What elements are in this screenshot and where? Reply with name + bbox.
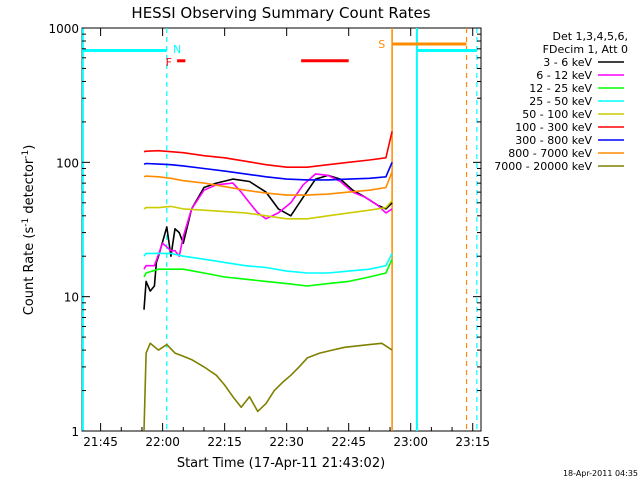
timestamp: 18-Apr-2011 04:35 (563, 469, 638, 478)
x-tick-label-5: 23:00 (393, 435, 428, 449)
series-line-7 (143, 171, 393, 196)
y-axis: 1 10 100 1000 (48, 22, 481, 439)
x-tick-label-4: 22:45 (331, 435, 366, 449)
y-tick-label-2: 100 (56, 156, 79, 170)
legend-label-4: 50 - 100 keV (522, 108, 592, 121)
y-axis-label: Count Rate (s-1 detector-1) (21, 145, 37, 316)
series-line-6 (143, 161, 393, 181)
y-tick-label-0: 1 (71, 425, 79, 439)
annotations: NF S (81, 28, 478, 431)
series-line-8 (143, 342, 393, 432)
y-tick-label-1: 10 (64, 291, 79, 305)
series-line-4 (143, 199, 393, 220)
x-tick-label-6: 23:15 (455, 435, 490, 449)
legend-label-0: 3 - 6 keV (543, 56, 592, 69)
series-line-1 (143, 173, 393, 270)
x-tick-label-2: 22:15 (207, 435, 242, 449)
x-axis: 21:45 22:00 22:15 22:30 22:45 23:00 23:15 (83, 28, 490, 449)
y-tick-label-3: 1000 (48, 22, 79, 36)
legend: Det 1,3,4,5,6,FDecim 1, Att 03 - 6 keV6 … (494, 30, 628, 173)
x-tick-label-3: 22:30 (269, 435, 304, 449)
series-line-3 (143, 252, 393, 274)
annotation-letter-1: F (166, 56, 172, 69)
annotation-letter-0: N (173, 43, 181, 56)
series-lines (143, 131, 393, 432)
legend-label-1: 6 - 12 keV (536, 69, 592, 82)
legend-label-7: 800 - 7000 keV (508, 147, 592, 160)
legend-label-6: 300 - 800 keV (515, 134, 592, 147)
legend-label-2: 12 - 25 keV (529, 82, 592, 95)
x-tick-label-1: 22:00 (145, 435, 180, 449)
x-tick-label-0: 21:45 (83, 435, 118, 449)
series-line-5 (143, 131, 393, 168)
legend-header-0: Det 1,3,4,5,6, (552, 30, 628, 43)
legend-header-1: FDecim 1, Att 0 (543, 43, 628, 56)
legend-label-8: 7000 - 20000 keV (494, 160, 592, 173)
x-axis-label: Start Time (17-Apr-11 21:43:02) (177, 456, 385, 471)
legend-label-3: 25 - 50 keV (529, 95, 592, 108)
legend-label-5: 100 - 300 keV (515, 121, 592, 134)
annotation-letter-2: S (378, 38, 385, 51)
chart-title: HESSI Observing Summary Count Rates (131, 4, 430, 22)
series-line-2 (143, 258, 393, 287)
